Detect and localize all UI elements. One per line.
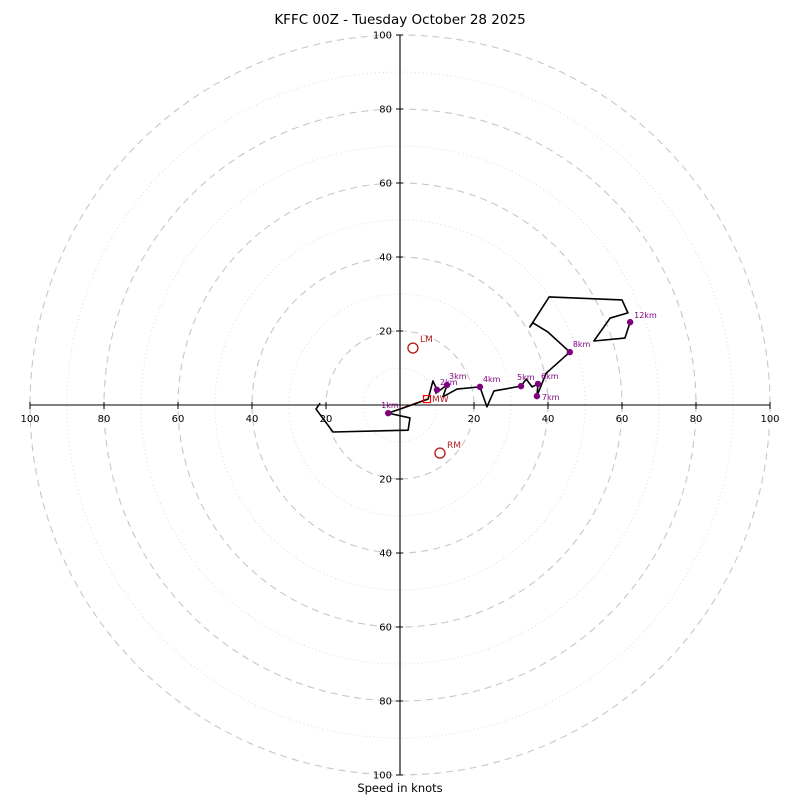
x-axis-tick-label: 100 bbox=[760, 414, 779, 425]
y-axis-tick-label: 40 bbox=[379, 549, 392, 560]
storm-marker-LM bbox=[407, 342, 419, 354]
height-marker-1km bbox=[384, 409, 392, 417]
y-axis-tick-label: 20 bbox=[379, 327, 392, 338]
height-label-5km: 5km bbox=[517, 373, 535, 382]
height-label-2km: 2km bbox=[440, 378, 458, 387]
x-axis-label: Speed in knots bbox=[357, 781, 442, 795]
x-axis-tick-label: 40 bbox=[542, 414, 555, 425]
y-axis-tick-label: 60 bbox=[379, 623, 392, 634]
storm-label-LM: LM bbox=[420, 335, 433, 345]
x-axis-tick-label: 20 bbox=[320, 414, 333, 425]
storm-label-RM: RM bbox=[447, 441, 461, 451]
y-axis-tick-label: 100 bbox=[373, 31, 392, 42]
x-axis-tick-label: 80 bbox=[690, 414, 703, 425]
height-marker-5km bbox=[517, 382, 525, 390]
x-axis-tick-label: 80 bbox=[98, 414, 111, 425]
y-axis-tick-label: 60 bbox=[379, 179, 392, 190]
x-axis-tick-label: 100 bbox=[20, 414, 39, 425]
height-label-6km: 6km bbox=[541, 372, 559, 381]
x-axis-tick-label: 40 bbox=[246, 414, 259, 425]
height-label-3km: 3km bbox=[449, 372, 467, 381]
storm-label-MW: MW bbox=[432, 395, 449, 405]
x-axis-tick-label: 60 bbox=[172, 414, 185, 425]
x-axis-tick-label: 20 bbox=[468, 414, 481, 425]
y-axis-tick-label: 40 bbox=[379, 253, 392, 264]
height-marker-12km bbox=[626, 318, 634, 326]
height-label-1km: 1km bbox=[381, 401, 399, 410]
y-axis-tick-label: 20 bbox=[379, 475, 392, 486]
y-axis-tick-label: 80 bbox=[379, 105, 392, 116]
chart-title: KFFC 00Z - Tuesday October 28 2025 bbox=[274, 12, 525, 28]
height-marker-4km bbox=[476, 383, 484, 391]
height-marker-2km bbox=[433, 386, 441, 394]
height-marker-6km bbox=[534, 380, 542, 388]
storm-marker-RM bbox=[434, 447, 446, 459]
x-axis-tick-label: 60 bbox=[616, 414, 629, 425]
y-axis-tick-label: 80 bbox=[379, 697, 392, 708]
height-marker-3km bbox=[443, 381, 451, 389]
height-label-8km: 8km bbox=[573, 340, 591, 349]
height-marker-8km bbox=[566, 348, 574, 356]
height-label-12km: 12km bbox=[634, 311, 657, 320]
wind-profile-trace bbox=[315, 296, 631, 433]
y-axis-tick-label: 100 bbox=[373, 771, 392, 782]
storm-marker-MW bbox=[422, 394, 432, 404]
height-label-4km: 4km bbox=[483, 375, 501, 384]
height-marker-7km bbox=[533, 392, 541, 400]
height-label-7km: 7km bbox=[542, 393, 560, 402]
plot-area: 20 20 20 20 40 40 40 40 60 60 60 60 80 80 80 80 100 100 10… bbox=[20, 31, 779, 782]
